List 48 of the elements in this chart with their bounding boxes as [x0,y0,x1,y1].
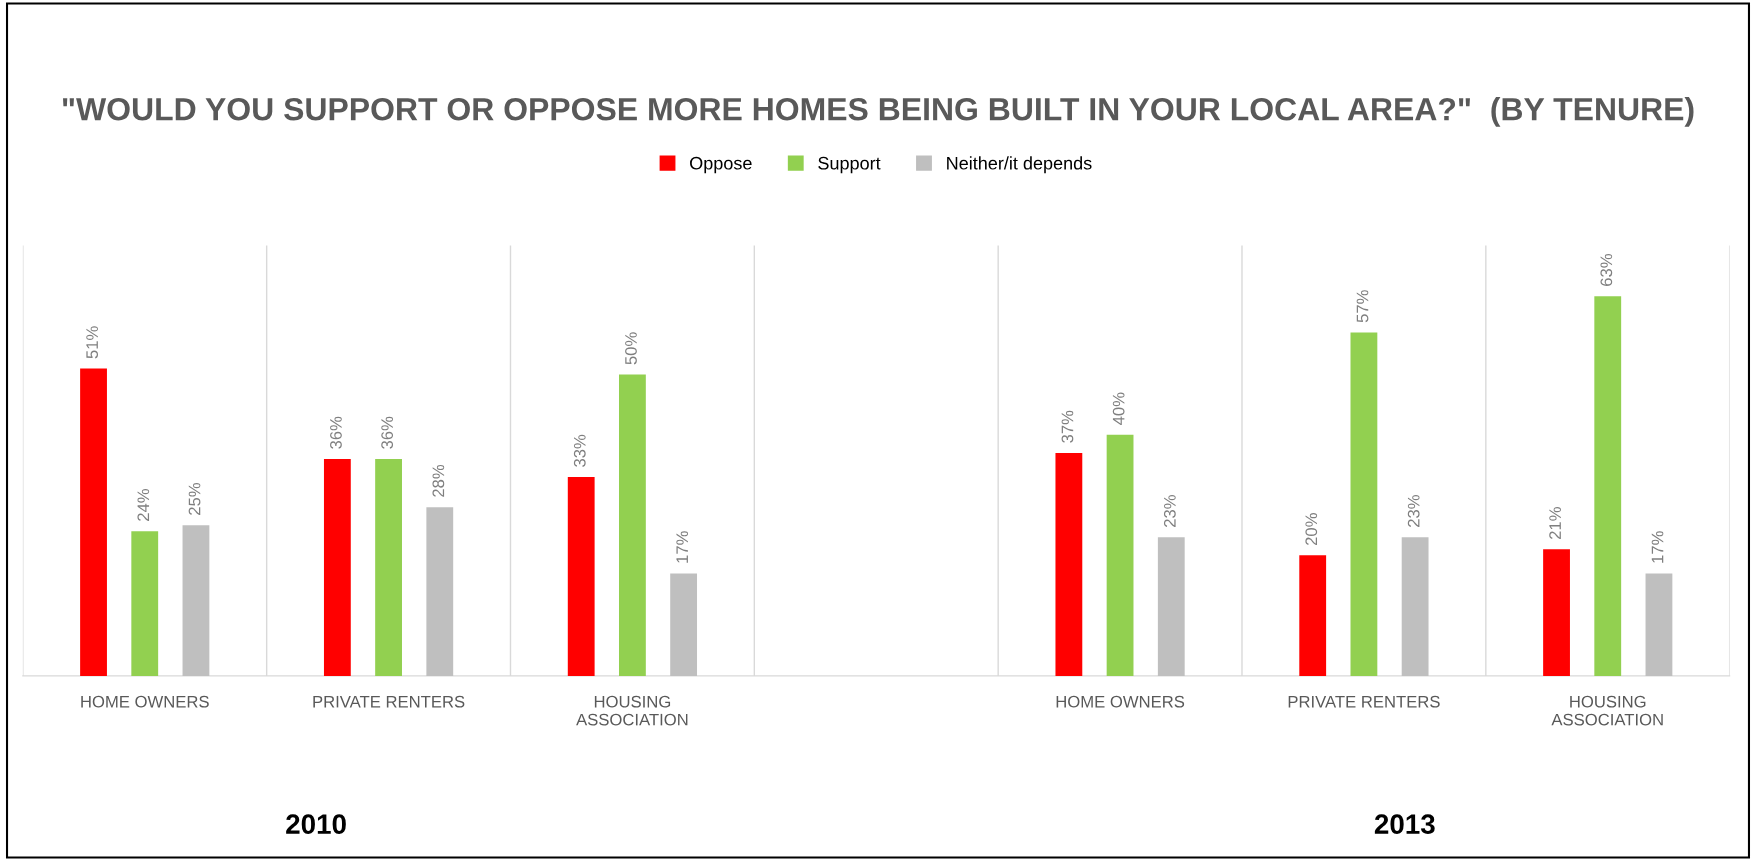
data-label: 23% [1163,495,1176,527]
text: 2013 [1374,814,1435,835]
bar [1543,549,1570,676]
bar [1299,555,1327,676]
bar [1401,537,1429,676]
chart-title: "WOULD YOU SUPPORT OR OPPOSE MORE HOMES BEING BUILT IN YOUR LOCAL AREA?" (BY TENURE) [63,97,1694,127]
bar [131,531,159,676]
legend-label: Neither/it depends [947,156,1092,174]
data-label: 36% [330,416,342,449]
legend-label: Oppose [690,156,752,174]
bar [375,458,402,676]
bar [1106,434,1134,676]
x-tick-label: HOME OWNERS [1056,695,1185,708]
data-label: 37% [1061,410,1074,443]
data-label: 57% [1356,290,1369,323]
bar [1055,452,1083,676]
data-label: 20% [1305,513,1318,546]
bar [426,507,454,676]
bar [670,573,698,676]
bar [1594,296,1622,676]
data-label: 21% [1549,507,1561,540]
bar [182,525,210,676]
data-label: 36% [381,416,394,449]
data-label: 17% [676,531,689,563]
data-label: 40% [1112,392,1125,425]
data-label: 24% [137,489,150,521]
x-tick-label: PRIVATE RENTERS [1288,695,1440,708]
data-label: 50% [625,332,637,365]
x-tick-label: HOUSING ASSOCIATION [1551,695,1663,726]
data-label: 17% [1651,531,1664,563]
bar [567,477,595,676]
data-label: 51% [86,326,99,359]
bar [1350,332,1378,676]
bar [80,368,107,676]
x-tick-label: PRIVATE RENTERS [313,695,465,708]
legend-label: Support [818,156,881,174]
data-label: 28% [432,464,445,497]
data-label: 23% [1407,495,1420,527]
x-tick-label: HOME OWNERS [81,695,209,708]
bar [323,458,351,676]
bar [1157,537,1185,676]
data-label: 63% [1600,254,1613,286]
text: 2010 [286,814,346,834]
data-label: 33% [573,434,586,467]
x-tick-label: HOUSING ASSOCIATION [576,695,688,726]
bar [619,374,646,676]
bar [1645,573,1673,676]
data-label: 25% [188,482,201,515]
